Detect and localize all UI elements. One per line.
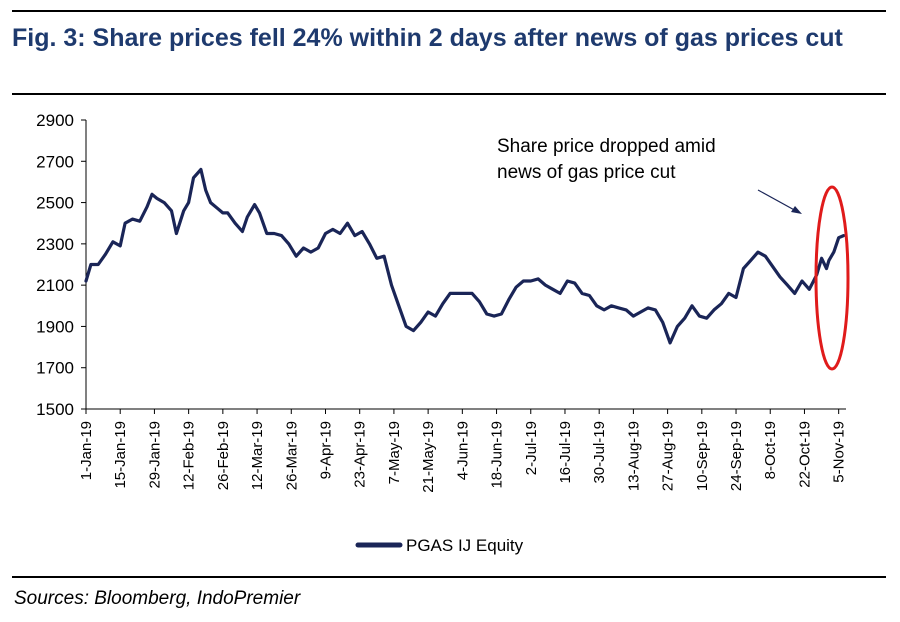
x-tick-label: 9-Apr-19 xyxy=(317,421,334,479)
x-tick-label: 15-Jan-19 xyxy=(112,421,129,489)
annotation-text-line2: news of gas price cut xyxy=(497,162,676,183)
annotation-arrow-shaft xyxy=(757,189,799,213)
x-tick-label: 30-Jul-19 xyxy=(591,421,608,484)
y-tick-label: 2500 xyxy=(36,194,74,213)
y-tick-label: 1900 xyxy=(36,317,74,336)
annotation-group: Share price dropped amid news of gas pric… xyxy=(497,136,850,371)
y-tick-labels: 1500 1700 1900 2100 2300 2500 2700 2900 xyxy=(36,111,86,419)
x-tick-label: 26-Feb-19 xyxy=(215,421,232,490)
source-note: Sources: Bloomberg, IndoPremier xyxy=(14,588,301,609)
y-tick-label: 2100 xyxy=(36,276,74,295)
x-tick-label: 22-Oct-19 xyxy=(796,421,813,488)
x-tick-label: 5-Nov-19 xyxy=(831,421,848,483)
y-tick-label: 2700 xyxy=(36,152,74,171)
title-rule xyxy=(12,93,886,95)
x-tick-label: 4-Jun-19 xyxy=(454,421,471,480)
x-tick-label: 12-Feb-19 xyxy=(181,421,198,490)
legend: PGAS IJ Equity xyxy=(355,536,524,555)
x-tick-label: 21-May-19 xyxy=(420,421,437,493)
x-tick-label: 2-Jul-19 xyxy=(523,421,540,475)
x-tick-label: 23-Apr-19 xyxy=(352,421,369,488)
x-tick-label: 26-Mar-19 xyxy=(283,421,300,490)
x-tick-label: 29-Jan-19 xyxy=(146,421,163,489)
y-tick-label: 2300 xyxy=(36,235,74,254)
figure-title: Fig. 3: Share prices fell 24% within 2 d… xyxy=(12,24,843,52)
x-tick-label: 27-Aug-19 xyxy=(660,421,677,491)
y-tick-label: 1700 xyxy=(36,359,74,378)
annotation-arrowhead xyxy=(791,206,802,214)
x-tick-label: 18-Jun-19 xyxy=(489,421,506,489)
highlight-ellipse xyxy=(814,185,850,371)
x-tick-label: 8-Oct-19 xyxy=(762,421,779,479)
series-line-pgas xyxy=(84,167,846,345)
x-tick-label: 1-Jan-19 xyxy=(78,421,95,480)
series-group xyxy=(84,167,846,345)
annotation-text-line1: Share price dropped amid xyxy=(497,136,716,157)
legend-label: PGAS IJ Equity xyxy=(406,536,524,555)
line-chart: 1500 1700 1900 2100 2300 2500 2700 2900 1-Jan-1… xyxy=(36,111,850,555)
top-rule xyxy=(12,10,886,12)
x-tick-label: 7-May-19 xyxy=(386,421,403,484)
x-tick-labels: 1-Jan-19 15-Jan-19 29-Jan-19 12-Feb-19 26-Fe… xyxy=(78,409,848,493)
x-tick-label: 12-Mar-19 xyxy=(249,421,266,490)
y-tick-label: 2900 xyxy=(36,111,74,130)
x-tick-label: 24-Sep-19 xyxy=(728,421,745,491)
x-tick-label: 16-Jul-19 xyxy=(557,421,574,484)
x-tick-label: 13-Aug-19 xyxy=(625,421,642,491)
y-tick-label: 1500 xyxy=(36,400,74,419)
chart-axes xyxy=(85,120,846,410)
x-tick-label: 10-Sep-19 xyxy=(694,421,711,491)
bottom-rule xyxy=(12,576,886,578)
